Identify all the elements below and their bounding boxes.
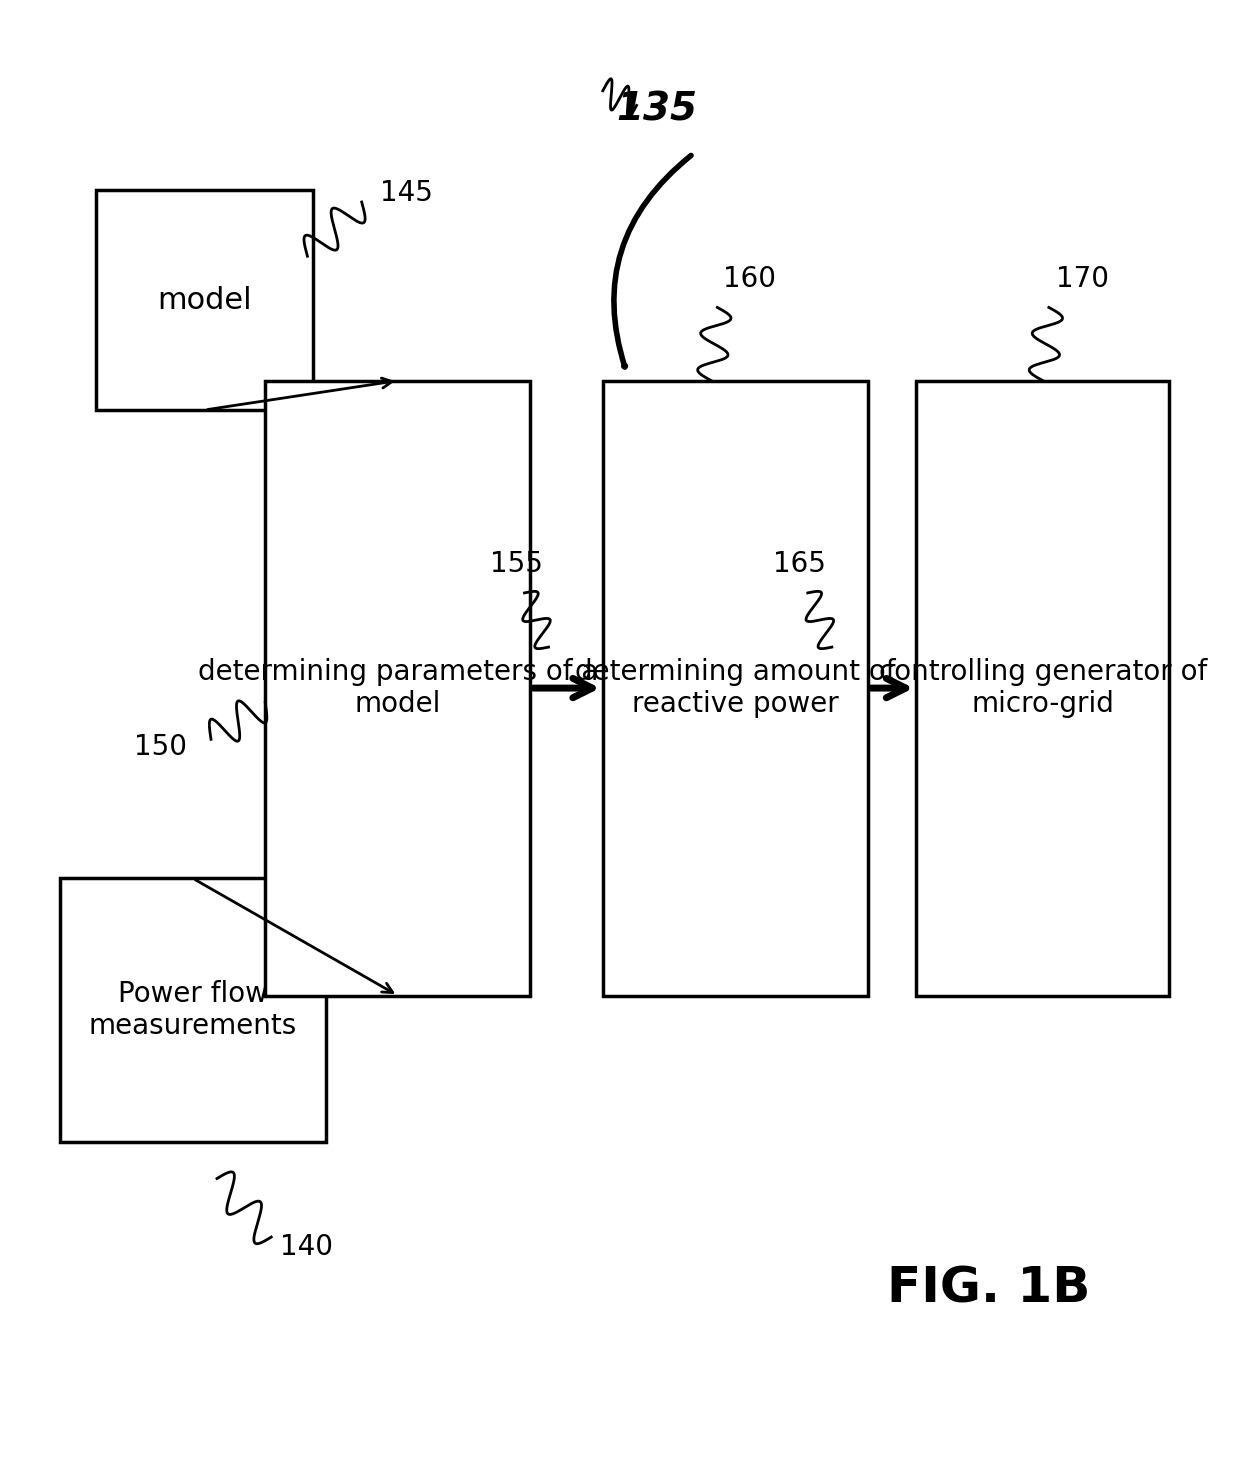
- Text: 155: 155: [490, 550, 542, 578]
- Text: 160: 160: [723, 265, 776, 293]
- Text: model: model: [157, 285, 252, 315]
- Text: 165: 165: [773, 550, 826, 578]
- Text: 170: 170: [1056, 265, 1109, 293]
- Text: 140: 140: [280, 1233, 332, 1262]
- FancyArrowPatch shape: [614, 155, 691, 367]
- Text: determining amount of
reactive power: determining amount of reactive power: [575, 657, 895, 719]
- Text: 145: 145: [379, 179, 433, 208]
- FancyBboxPatch shape: [61, 878, 326, 1142]
- FancyBboxPatch shape: [603, 381, 868, 996]
- Text: Power flow
measurements: Power flow measurements: [89, 979, 298, 1041]
- Text: 150: 150: [134, 732, 187, 761]
- FancyBboxPatch shape: [97, 190, 314, 410]
- Text: controlling generator of
micro-grid: controlling generator of micro-grid: [879, 657, 1207, 719]
- Text: 135: 135: [616, 91, 698, 129]
- FancyBboxPatch shape: [916, 381, 1169, 996]
- FancyBboxPatch shape: [265, 381, 531, 996]
- Text: FIG. 1B: FIG. 1B: [887, 1265, 1090, 1312]
- Text: determining parameters of a
model: determining parameters of a model: [197, 657, 598, 719]
